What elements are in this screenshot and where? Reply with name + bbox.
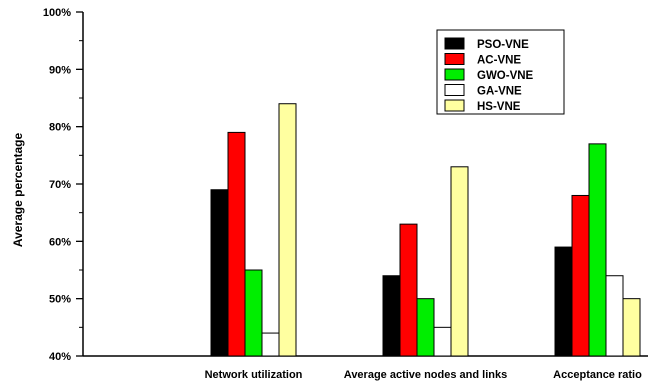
- bar-ac-vne-0: [227, 131, 246, 357]
- category-labels: Network utilization Average active nodes …: [205, 369, 642, 381]
- bar-ga-vne-2: [605, 275, 624, 357]
- y-axis-label: Average percentage: [11, 133, 25, 248]
- legend-swatch: [444, 99, 465, 112]
- legend-swatch: [444, 84, 465, 96]
- bar-pso-vne-0: [210, 189, 229, 357]
- legend: PSO-VNE AC-VNE GWO-VNE GA-VNE HS-VNE: [436, 29, 565, 115]
- bar-hs-vne-1: [450, 166, 469, 357]
- legend-label: PSO-VNE: [477, 39, 529, 51]
- legend-swatch: [444, 37, 465, 50]
- bar-ga-vne-1: [433, 326, 452, 357]
- y-ticks: 40% 50% 60% 70% 80% 90% 100%: [43, 7, 83, 363]
- y-tick-label: 50%: [49, 294, 71, 306]
- x-tick-label: Acceptance ratio: [553, 369, 642, 381]
- legend-label: GA-VNE: [477, 86, 522, 98]
- bar-gwo-vne-1: [416, 298, 435, 357]
- bar-hs-vne-2: [622, 298, 641, 357]
- y-tick-label: 100%: [43, 7, 71, 19]
- y-tick-label: 70%: [49, 179, 71, 191]
- x-tick-label: Average active nodes and links: [344, 369, 507, 381]
- bar-gwo-vne-0: [244, 269, 263, 357]
- bar-ac-vne-2: [571, 194, 590, 357]
- bar-pso-vne-2: [554, 246, 573, 357]
- y-tick-label: 80%: [49, 122, 71, 134]
- bars: [210, 103, 641, 357]
- x-tick-label: Network utilization: [205, 369, 303, 381]
- legend-label: HS-VNE: [477, 101, 521, 113]
- legend-label: AC-VNE: [477, 55, 521, 67]
- bar-pso-vne-1: [382, 275, 401, 357]
- bar-gwo-vne-2: [588, 143, 607, 357]
- legend-swatch: [444, 68, 465, 81]
- legend-label: GWO-VNE: [477, 70, 534, 82]
- y-tick-label: 60%: [49, 236, 71, 248]
- bar-hs-vne-0: [278, 103, 297, 357]
- y-tick-label: 90%: [49, 64, 71, 76]
- y-tick-label: 40%: [49, 351, 71, 363]
- bar-ac-vne-1: [399, 223, 418, 357]
- bar-ga-vne-0: [261, 332, 280, 357]
- legend-swatch: [444, 53, 465, 65]
